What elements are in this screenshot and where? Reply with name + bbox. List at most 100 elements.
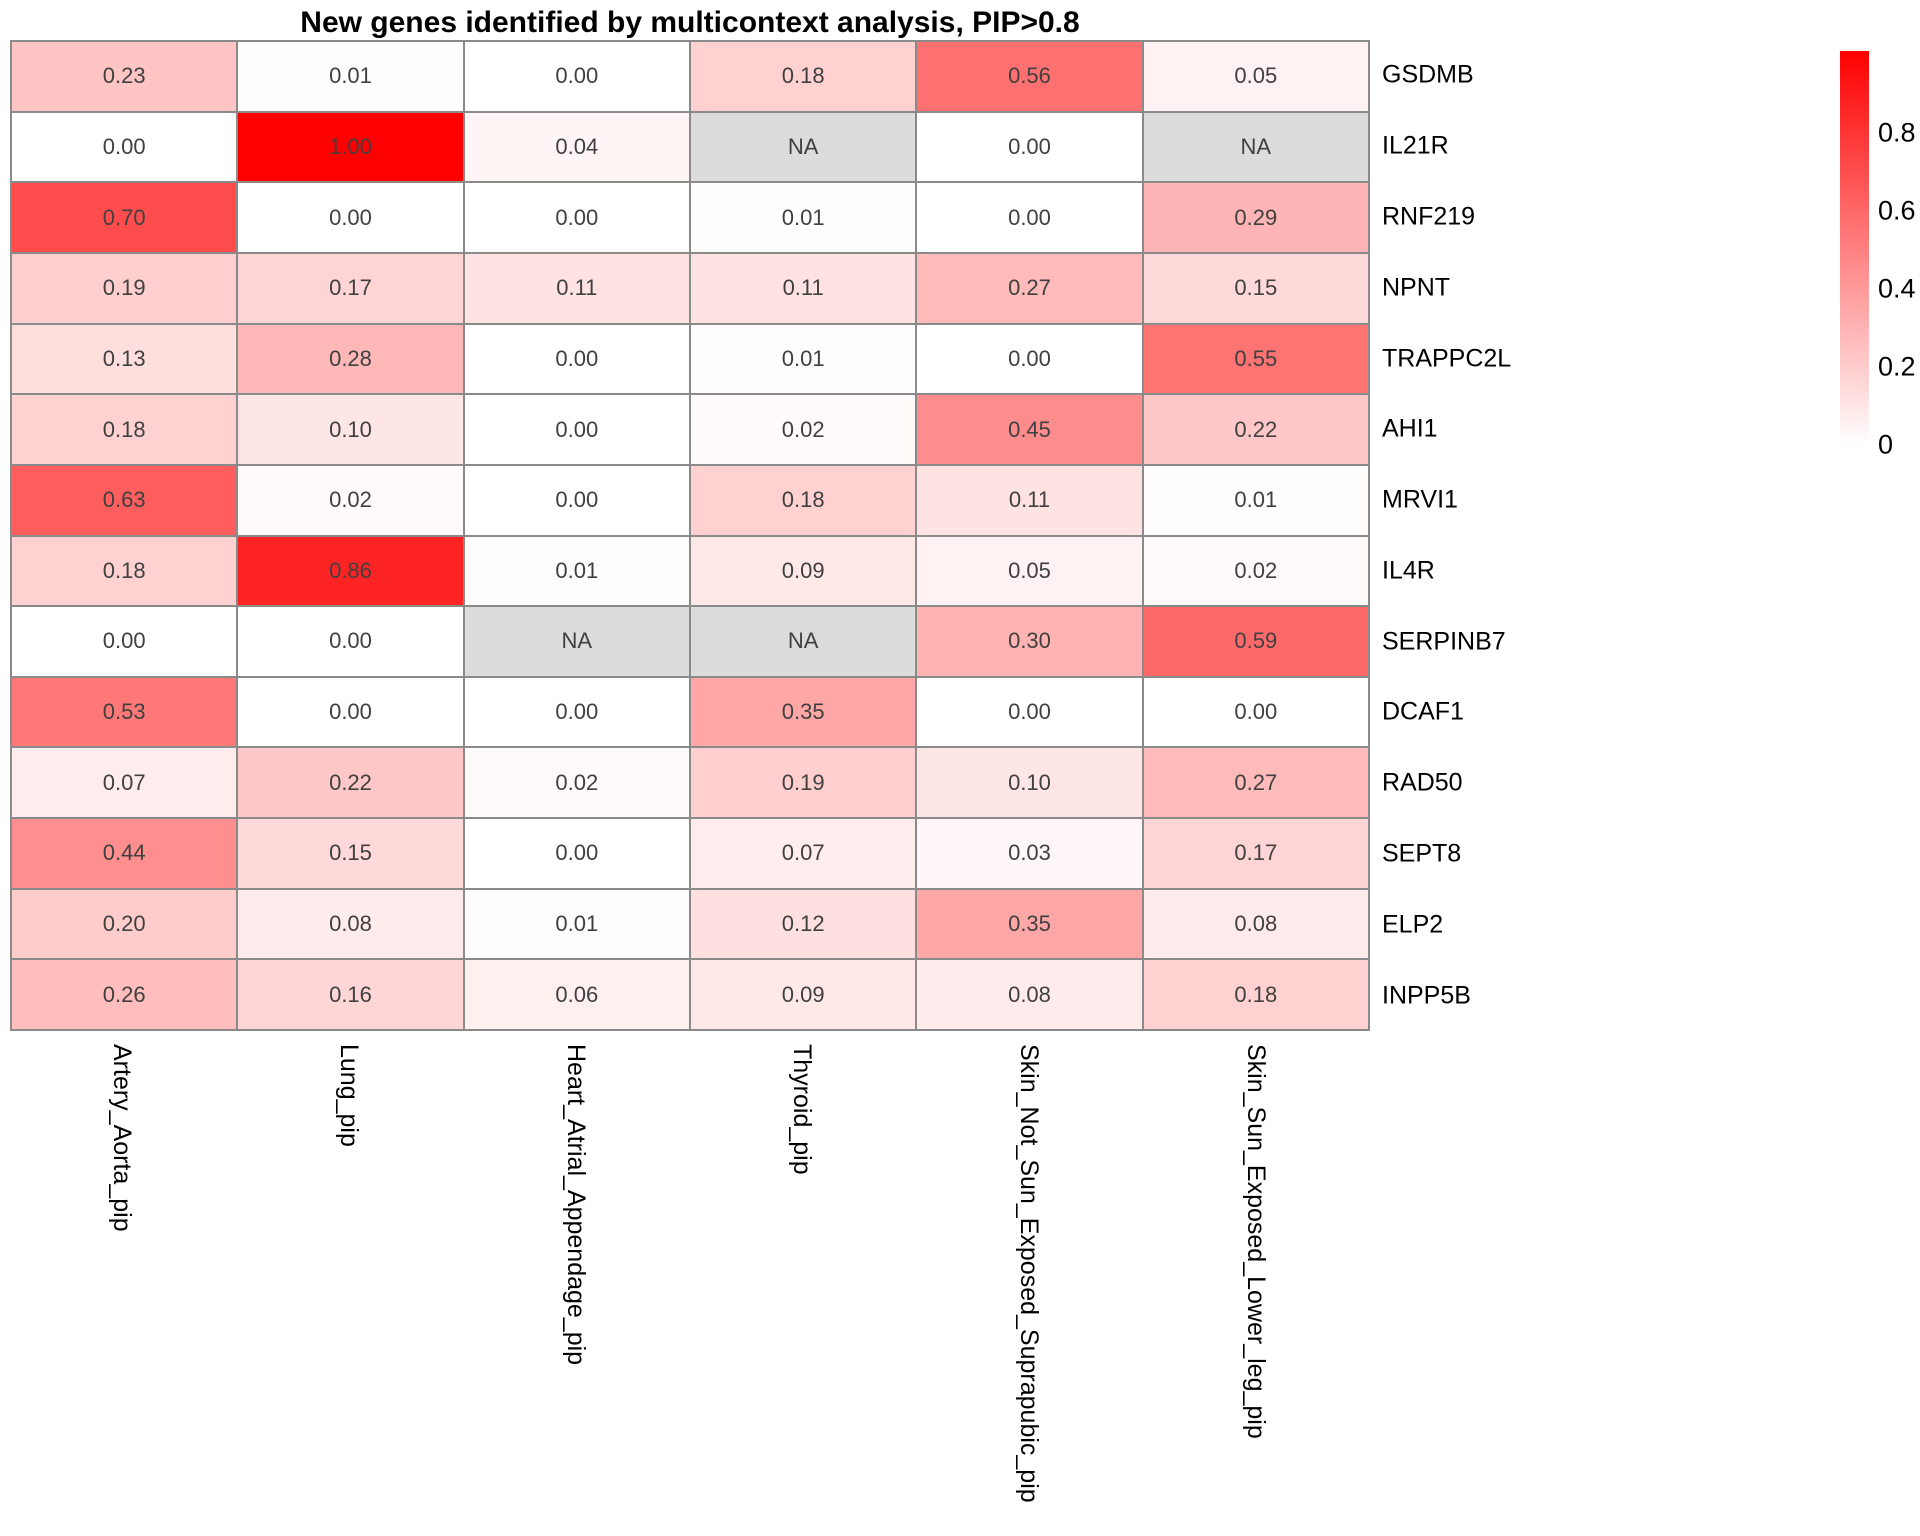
heatmap-cell: 0.11 — [690, 253, 916, 323]
heatmap-cell: 0.17 — [238, 253, 463, 323]
heatmap-cell: 0.01 — [690, 183, 916, 252]
heatmap-cell: 0.07 — [690, 819, 916, 888]
color-legend-bar — [1840, 51, 1869, 445]
heatmap-cell: 0.26 — [12, 960, 237, 1029]
heatmap-cell: 0.00 — [917, 112, 1142, 182]
column-label: Skin_Sun_Exposed_Lower_leg_pip — [1241, 1044, 1270, 1439]
heatmap-cell: 0.01 — [1143, 465, 1368, 535]
heatmap-cell: 0.19 — [12, 253, 237, 323]
row-label: TRAPPC2L — [1382, 344, 1512, 373]
heatmap-cell: 0.35 — [690, 677, 916, 747]
heatmap-cell: 0.27 — [917, 253, 1142, 323]
heatmap-cell: 1.00 — [238, 112, 463, 182]
heatmap-cell: 0.04 — [464, 112, 689, 182]
heatmap-cell: 0.02 — [1143, 536, 1368, 606]
heatmap-cell: 0.18 — [12, 395, 237, 464]
heatmap-cell: 0.00 — [464, 183, 689, 252]
heatmap-cell: NA — [1143, 112, 1368, 182]
heatmap-cell: 0.00 — [464, 465, 689, 535]
heatmap-cell: 0.00 — [917, 324, 1142, 394]
heatmap-cell: 0.06 — [464, 960, 689, 1029]
row-label: RNF219 — [1382, 202, 1476, 231]
chart-title: New genes identified by multicontext ana… — [300, 6, 1080, 39]
heatmap-cell: 0.22 — [238, 748, 463, 818]
heatmap-cell: 0.00 — [917, 677, 1142, 747]
heatmap-cell: 0.00 — [917, 183, 1142, 252]
heatmap-cell: 0.18 — [12, 536, 237, 606]
heatmap-cell: 0.18 — [1143, 960, 1368, 1029]
heatmap-cell: 0.10 — [917, 748, 1142, 818]
heatmap-cell: 0.56 — [917, 42, 1142, 111]
heatmap-cell: 0.05 — [1143, 42, 1368, 111]
heatmap-cell: 0.03 — [917, 819, 1142, 888]
heatmap-cell: 0.16 — [238, 960, 463, 1029]
heatmap-cell: 0.45 — [917, 395, 1142, 464]
row-label: AHI1 — [1382, 414, 1438, 443]
heatmap-cell: 0.15 — [238, 819, 463, 888]
heatmap-cell: 0.23 — [12, 42, 237, 111]
heatmap-cell: 0.29 — [1143, 183, 1368, 252]
row-label: DCAF1 — [1382, 697, 1464, 726]
heatmap-cell: 0.27 — [1143, 748, 1368, 818]
heatmap-cell: NA — [690, 112, 916, 182]
heatmap-cell: 0.09 — [690, 960, 916, 1029]
heatmap-cell: 0.17 — [1143, 819, 1368, 888]
heatmap-cell: 0.19 — [690, 748, 916, 818]
heatmap-cell: 0.11 — [464, 253, 689, 323]
legend-tick-label: 0.6 — [1878, 195, 1916, 226]
column-label: Heart_Atrial_Appendage_pip — [561, 1044, 590, 1366]
heatmap-cell: 0.59 — [1143, 607, 1368, 676]
heatmap-cell: 0.35 — [917, 889, 1142, 959]
heatmap-cell: NA — [464, 607, 689, 676]
heatmap-cell: 0.05 — [917, 536, 1142, 606]
heatmap-cell: 0.86 — [238, 536, 463, 606]
heatmap-cell: 0.02 — [238, 465, 463, 535]
heatmap-cell: 0.02 — [464, 748, 689, 818]
legend-tick-label: 0.4 — [1878, 273, 1916, 304]
heatmap-cell: 0.08 — [1143, 889, 1368, 959]
heatmap-cell: 0.70 — [12, 183, 237, 252]
column-label: Thyroid_pip — [788, 1044, 817, 1175]
legend-tick-label: 0 — [1878, 429, 1894, 460]
heatmap-cell: 0.22 — [1143, 395, 1368, 464]
row-label: SERPINB7 — [1382, 627, 1506, 656]
column-label: Artery_Aorta_pip — [108, 1044, 137, 1232]
row-label: IL21R — [1382, 131, 1449, 160]
heatmap-cell: 0.63 — [12, 465, 237, 535]
heatmap-cell: 0.53 — [12, 677, 237, 747]
heatmap-cell: 0.00 — [464, 819, 689, 888]
heatmap-cell: 0.08 — [238, 889, 463, 959]
heatmap-cell: 0.15 — [1143, 253, 1368, 323]
heatmap-cell: 0.00 — [464, 677, 689, 747]
heatmap-cell: 0.00 — [464, 324, 689, 394]
heatmap-cell: 0.00 — [238, 677, 463, 747]
legend-tick-label: 0.2 — [1878, 351, 1916, 382]
heatmap-cell: 0.09 — [690, 536, 916, 606]
heatmap-cell: 0.00 — [464, 42, 689, 111]
heatmap-cell: 0.13 — [12, 324, 237, 394]
heatmap-cell: 0.00 — [464, 395, 689, 464]
heatmap-cell: 0.01 — [238, 42, 463, 111]
heatmap-cell: 0.28 — [238, 324, 463, 394]
heatmap-cell: 0.44 — [12, 819, 237, 888]
heatmap-cell: 0.00 — [238, 607, 463, 676]
heatmap-cell: 0.11 — [917, 465, 1142, 535]
heatmap-cell: 0.01 — [690, 324, 916, 394]
row-label: RAD50 — [1382, 768, 1463, 797]
row-label: NPNT — [1382, 273, 1451, 302]
heatmap-cell: 0.02 — [690, 395, 916, 464]
heatmap-cell: 0.00 — [12, 607, 237, 676]
heatmap-cell: 0.10 — [238, 395, 463, 464]
heatmap-cell: NA — [690, 607, 916, 676]
heatmap-cell: 0.01 — [464, 536, 689, 606]
row-label: IL4R — [1382, 556, 1435, 585]
row-label: SEPT8 — [1382, 839, 1462, 868]
legend-tick-label: 0.8 — [1878, 117, 1916, 148]
row-label: INPP5B — [1382, 981, 1471, 1010]
heatmap-cell: 0.30 — [917, 607, 1142, 676]
heatmap-cell: 0.00 — [238, 183, 463, 252]
heatmap-cell: 0.08 — [917, 960, 1142, 1029]
heatmap-cell: 0.07 — [12, 748, 237, 818]
row-label: ELP2 — [1382, 910, 1444, 939]
